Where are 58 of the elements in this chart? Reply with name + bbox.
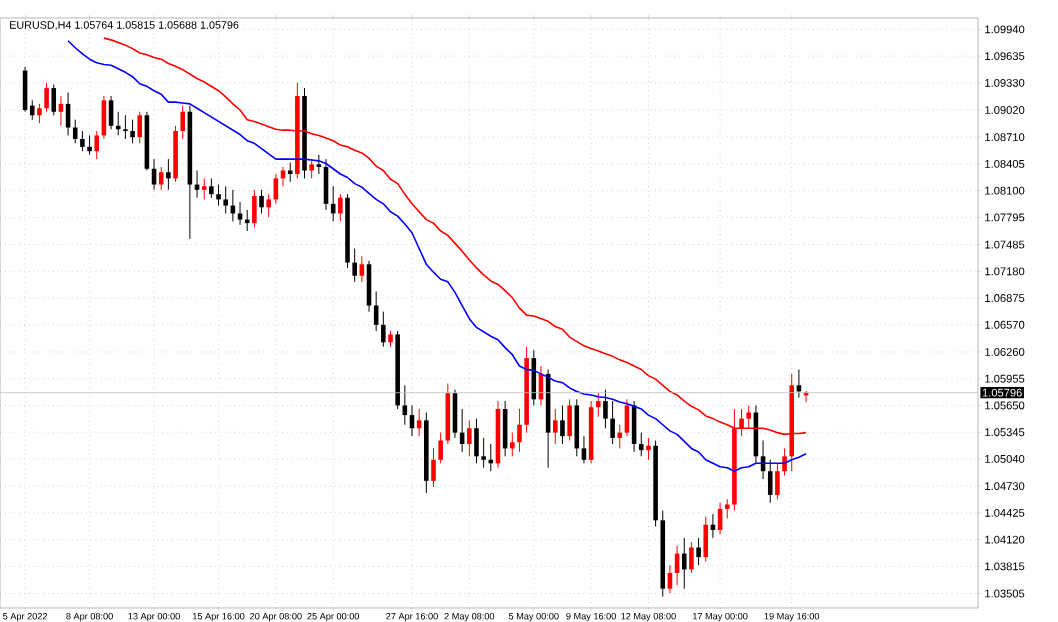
candlestick [581,435,587,464]
candlestick [646,437,651,461]
candlestick [402,384,408,426]
candlestick [359,255,365,283]
candlestick [44,82,49,113]
candlestick [252,189,257,228]
candlestick [338,193,343,222]
candlestick [610,400,615,445]
candlestick [431,447,436,488]
candlestick [130,119,135,144]
candlestick [352,248,357,283]
candlestick [703,516,709,563]
candlestick [782,447,787,477]
candlestick [51,84,57,116]
candlestick [115,111,121,136]
candlestick [37,103,42,124]
candlestick [158,166,164,191]
candlestick [123,114,128,140]
candlestick [237,201,243,226]
candlestick [481,437,486,469]
candlestick [173,125,178,183]
candlestick [638,432,644,457]
candlestick [696,537,701,566]
candlestick [474,418,479,464]
candlestick [767,459,773,504]
candlestick [180,105,186,140]
candlestick [259,189,264,214]
candlestick [746,404,752,429]
candlestick [775,462,780,500]
candlestick [209,177,214,199]
candlestick [72,119,78,144]
candlestick [574,398,580,457]
candlestick [552,408,558,445]
candlestick [309,158,314,179]
candlestick [624,398,630,437]
candlestick [560,404,565,445]
candlestick [201,177,207,200]
candlestick [316,154,322,175]
candlestick [510,432,515,457]
candlestick [724,498,730,520]
candlestick [617,424,623,449]
candlestick [603,389,608,429]
candlestick [266,193,271,218]
candlestick [80,130,85,152]
candlestick [223,185,228,214]
candlestick [87,134,92,156]
candlestick [567,398,572,442]
candlestick [681,537,687,590]
candlestick [467,419,472,457]
candlestick [216,184,221,207]
candlestick [438,432,443,464]
candlestick [94,130,100,160]
candlestick [595,392,601,418]
candlestick [381,311,386,348]
candlestick [166,158,171,191]
candlestick [517,408,522,453]
candlestick [137,111,143,144]
candlestick [689,541,694,574]
